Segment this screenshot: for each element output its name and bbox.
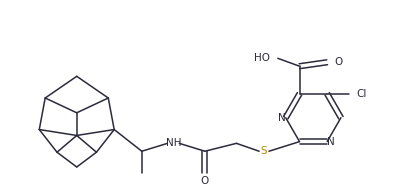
Text: N: N [278, 113, 286, 123]
Text: NH: NH [166, 138, 181, 148]
Text: S: S [261, 146, 267, 156]
Text: Cl: Cl [357, 89, 367, 99]
Text: O: O [334, 57, 342, 67]
Text: N: N [327, 137, 335, 147]
Text: HO: HO [254, 53, 270, 63]
Text: O: O [201, 176, 209, 186]
